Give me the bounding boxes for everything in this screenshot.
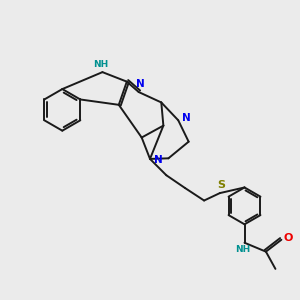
Text: N: N: [136, 79, 145, 89]
Text: NH: NH: [93, 60, 109, 69]
Text: NH: NH: [236, 245, 251, 254]
Text: N: N: [182, 113, 190, 124]
Text: S: S: [217, 179, 225, 190]
Text: O: O: [284, 233, 293, 243]
Text: N: N: [154, 155, 162, 165]
